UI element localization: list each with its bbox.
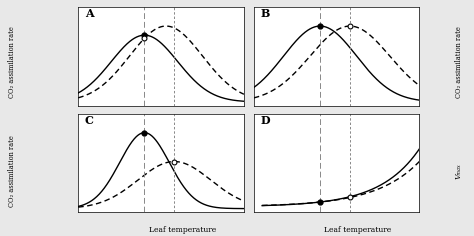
Text: D: D: [260, 114, 270, 126]
Text: Leaf temperature: Leaf temperature: [324, 226, 392, 234]
Text: CO₂ assimilation rate: CO₂ assimilation rate: [8, 27, 16, 98]
Text: A: A: [85, 8, 93, 19]
Text: Leaf temperature: Leaf temperature: [149, 226, 216, 234]
Text: C: C: [85, 114, 94, 126]
Text: CO₂ assimilation rate: CO₂ assimilation rate: [8, 135, 16, 207]
Text: B: B: [260, 8, 270, 19]
Text: CO₂ assimilation rate: CO₂ assimilation rate: [455, 27, 463, 98]
Text: Vₘₐₓ: Vₘₐₓ: [455, 163, 463, 179]
